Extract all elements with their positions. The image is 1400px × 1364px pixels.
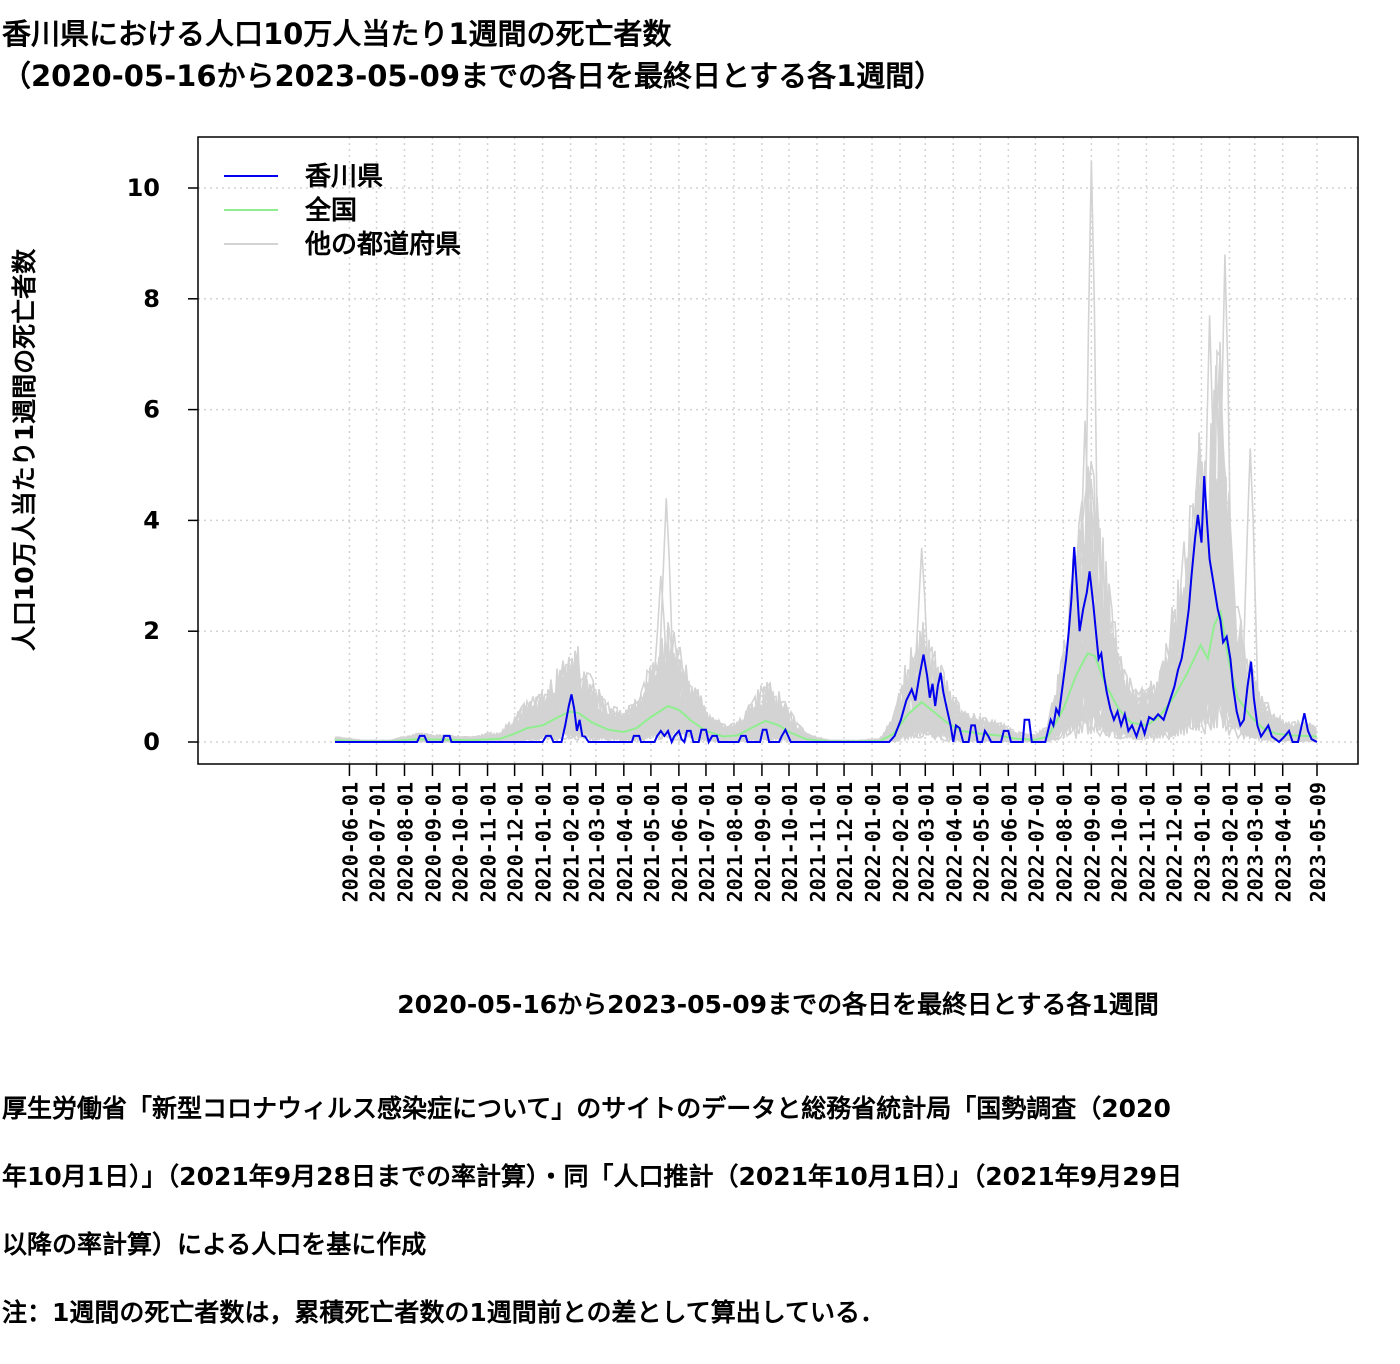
x-tick-label: 2021-05-01: [640, 782, 664, 902]
other-prefecture-spike: [657, 498, 676, 709]
other-prefecture-spike: [1207, 365, 1225, 709]
x-tick-label: 2022-03-01: [914, 782, 938, 902]
other-prefectures-lines: [334, 160, 1317, 744]
x-tick-label: 2023-02-01: [1218, 782, 1242, 902]
y-axis-label: 人口10万人当たり1週間の死亡者数: [10, 248, 39, 651]
x-tick-label: 2022-11-01: [1135, 782, 1159, 902]
caption-line-3: 以降の率計算）による人口を基に作成: [2, 1230, 427, 1259]
x-tick-label: 2022-10-01: [1107, 782, 1131, 902]
x-tick-label: 2022-12-01: [1162, 782, 1186, 902]
caption-line-4: 注：1週間の死亡者数は，累積死亡者数の1週間前との差として算出している．: [2, 1298, 886, 1327]
x-tick-label: 2022-08-01: [1052, 782, 1076, 902]
y-tick-label: 6: [143, 396, 160, 424]
legend-label: 全国: [304, 195, 357, 226]
other-prefecture-spike: [1200, 315, 1219, 709]
legend-label: 香川県: [305, 162, 383, 192]
caption-line-1: 厚生労働省「新型コロナウィルス感染症について」のサイトのデータと総務省統計局「国…: [2, 1094, 1171, 1123]
chart-title-line2: （2020-05-16から2023-05-09までの各日を最終日とする各1週間）: [2, 59, 944, 93]
x-tick-label: 2020-07-01: [366, 782, 390, 902]
x-axis: 2020-06-01 2020-07-01 2020-08-01 2020-09-01…: [338, 764, 1330, 902]
other-prefecture-spike: [652, 575, 670, 709]
other-prefecture-spike: [912, 548, 931, 709]
caption-line-2: 年10月1日）」（2021年9月28日までの率計算）・同「人口推計（2021年1…: [2, 1162, 1182, 1191]
x-tick-label: 2022-02-01: [889, 782, 913, 902]
y-axis: 0 2 4 6 8 10: [127, 174, 198, 756]
other-prefecture-spike: [1241, 448, 1260, 709]
x-tick-label: 2022-05-01: [969, 782, 993, 902]
x-tick-label: 2022-09-01: [1080, 782, 1104, 902]
plot-frame: [197, 136, 1359, 765]
x-tick-label: 2021-09-01: [751, 782, 775, 902]
x-tick-label: 2020-06-01: [338, 782, 362, 902]
x-tick-label: 2020-09-01: [421, 782, 445, 902]
y-tick-label: 10: [127, 174, 160, 202]
y-tick-label: 0: [143, 728, 160, 756]
x-tick-label: 2022-01-01: [861, 782, 885, 902]
x-tick-label: 2020-08-01: [393, 782, 417, 902]
other-prefecture-spike: [1216, 254, 1234, 709]
x-tick-label: 2021-12-01: [833, 782, 857, 902]
x-tick-label: 2021-06-01: [668, 782, 692, 902]
other-prefecture-spike: [1082, 160, 1101, 709]
x-tick-label: 2022-06-01: [997, 782, 1021, 902]
y-tick-label: 2: [143, 617, 160, 645]
x-tick-label: 2023-05-09: [1306, 782, 1330, 902]
x-tick-label: 2020-11-01: [477, 782, 501, 902]
x-tick-label: 2021-03-01: [585, 782, 609, 902]
x-tick-label: 2020-12-01: [504, 782, 528, 902]
x-tick-label: 2021-02-01: [560, 782, 584, 902]
x-tick-label: 2021-10-01: [778, 782, 802, 902]
series-national-line: [334, 608, 1318, 743]
x-tick-label: 2021-08-01: [723, 782, 747, 902]
legend-label: 他の都道府県: [304, 229, 461, 260]
y-tick-label: 4: [143, 506, 160, 534]
x-tick-label: 2022-07-01: [1024, 782, 1048, 902]
x-tick-label: 2021-01-01: [532, 782, 556, 902]
x-tick-label: 2023-01-01: [1190, 782, 1214, 902]
x-tick-label: 2022-04-01: [942, 782, 966, 902]
series-kagawa-line: [335, 476, 1318, 745]
x-tick-label: 2021-11-01: [806, 782, 830, 902]
chart-title-line1: 香川県における人口10万人当たり1週間の死亡者数: [2, 17, 672, 51]
x-tick-label: 2023-04-01: [1272, 782, 1296, 902]
x-axis-label: 2020-05-16から2023-05-09までの各日を最終日とする各1週間: [397, 990, 1159, 1019]
x-tick-label: 2020-10-01: [449, 782, 473, 902]
other-prefecture-spike: [1076, 420, 1094, 709]
x-tick-label: 2021-04-01: [613, 782, 637, 902]
source-caption: 厚生労働省「新型コロナウィルス感染症について」のサイトのデータと総務省統計局「国…: [2, 1058, 1398, 1364]
y-tick-label: 8: [143, 285, 160, 313]
x-tick-label: 2021-07-01: [695, 782, 719, 902]
x-tick-label: 2023-03-01: [1244, 782, 1268, 902]
